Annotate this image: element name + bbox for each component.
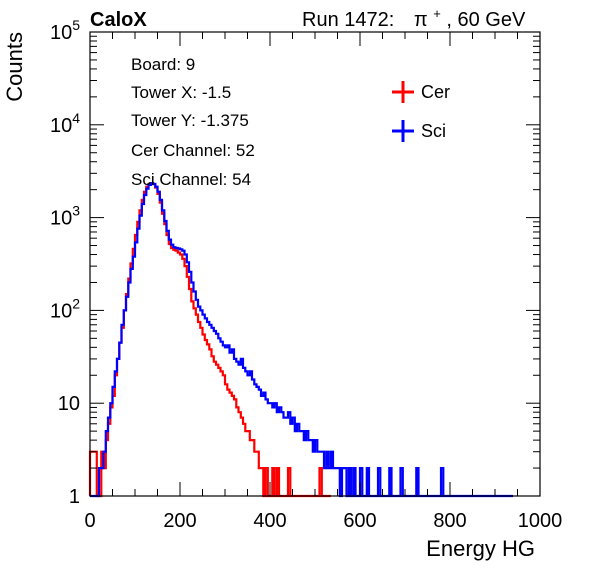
- legend-marker-cer: [392, 81, 414, 103]
- info-sci-channel: Sci Channel: 54: [131, 170, 251, 189]
- info-box: Board: 9 Tower X: -1.5 Tower Y: -1.375 C…: [131, 55, 255, 189]
- info-cer-channel: Cer Channel: 52: [131, 141, 255, 160]
- brand-label: CaloX: [90, 9, 147, 31]
- x-axis-ticks: 0 200 400 600 800 1000: [84, 32, 562, 532]
- y-tick-label: 102: [50, 295, 80, 322]
- beam-particle: π: [414, 9, 428, 31]
- legend-label-cer: Cer: [421, 82, 450, 102]
- x-tick-label: 600: [343, 510, 376, 532]
- y-axis-ticks: 1 10 102 103 104 105: [50, 17, 540, 508]
- y-tick-label: 1: [69, 486, 80, 508]
- info-tower-x: Tower X: -1.5: [131, 83, 231, 102]
- x-tick-label: 1000: [518, 510, 563, 532]
- beam-energy: , 60 GeV: [446, 9, 526, 31]
- x-tick-label: 0: [84, 510, 95, 532]
- info-board: Board: 9: [131, 55, 195, 74]
- legend-marker-sci: [392, 120, 414, 142]
- run-number: Run 1472:: [302, 9, 394, 31]
- x-axis-title: Energy HG: [426, 536, 535, 561]
- x-tick-label: 800: [433, 510, 466, 532]
- run-label: Run 1472: π + , 60 GeV: [302, 1, 526, 31]
- y-tick-label: 104: [50, 110, 80, 137]
- y-tick-label: 105: [50, 17, 80, 44]
- beam-charge: +: [433, 6, 441, 21]
- legend: Cer Sci: [392, 81, 450, 142]
- y-axis-title: Counts: [2, 32, 27, 102]
- legend-label-sci: Sci: [421, 121, 446, 141]
- y-tick-label: 103: [50, 203, 80, 230]
- x-tick-label: 400: [253, 510, 286, 532]
- info-tower-y: Tower Y: -1.375: [131, 111, 249, 130]
- y-tick-label: 10: [58, 393, 80, 415]
- x-tick-label: 200: [163, 510, 196, 532]
